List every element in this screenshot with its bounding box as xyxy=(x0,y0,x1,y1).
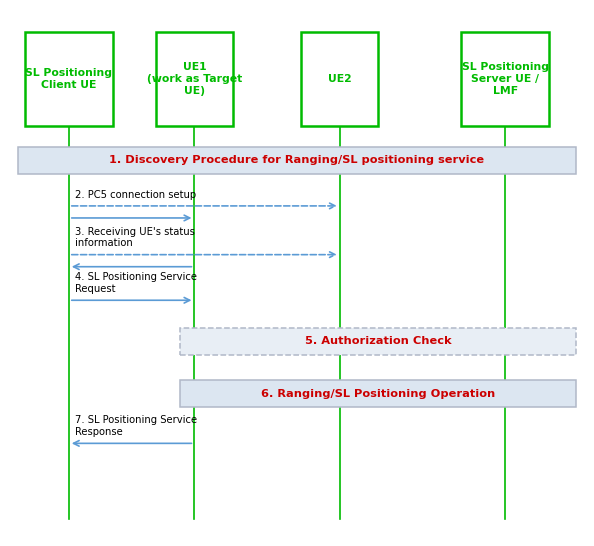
FancyBboxPatch shape xyxy=(180,328,576,355)
Text: 5. Authorization Check: 5. Authorization Check xyxy=(305,336,451,346)
Text: SL Positioning
Server UE /
LMF: SL Positioning Server UE / LMF xyxy=(462,62,549,96)
Text: SL Positioning
Client UE: SL Positioning Client UE xyxy=(26,68,112,90)
FancyBboxPatch shape xyxy=(301,32,378,126)
Text: 4. SL Positioning Service
Request: 4. SL Positioning Service Request xyxy=(75,272,197,294)
Text: 2. PC5 connection setup: 2. PC5 connection setup xyxy=(75,189,196,200)
FancyBboxPatch shape xyxy=(25,32,113,126)
Text: UE1
(work as Target
UE): UE1 (work as Target UE) xyxy=(147,62,242,96)
FancyBboxPatch shape xyxy=(461,32,549,126)
Text: 7. SL Positioning Service
Response: 7. SL Positioning Service Response xyxy=(75,416,197,437)
FancyBboxPatch shape xyxy=(180,380,576,407)
Text: 6. Ranging/SL Positioning Operation: 6. Ranging/SL Positioning Operation xyxy=(261,389,495,399)
FancyBboxPatch shape xyxy=(18,147,576,174)
Text: UE2: UE2 xyxy=(328,74,352,84)
Text: 3. Receiving UE's status
information: 3. Receiving UE's status information xyxy=(75,227,194,248)
Text: 1. Discovery Procedure for Ranging/SL positioning service: 1. Discovery Procedure for Ranging/SL po… xyxy=(109,155,485,165)
FancyBboxPatch shape xyxy=(156,32,233,126)
